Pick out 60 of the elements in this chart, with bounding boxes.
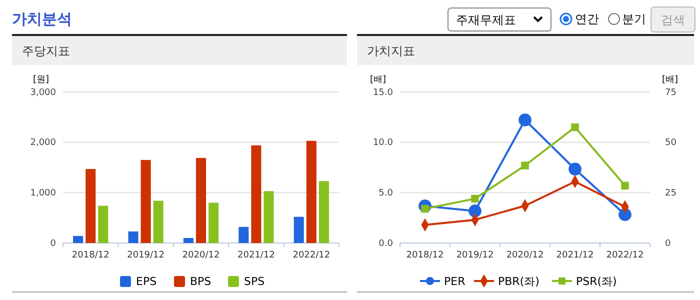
- bar: [183, 238, 194, 243]
- y-tick-label: 15.0: [372, 88, 394, 98]
- y-axis-title: [배]: [370, 75, 386, 85]
- bar: [86, 169, 96, 243]
- y-axis-title: [원]: [33, 75, 50, 85]
- bar: [73, 236, 84, 243]
- legend-label: PBR(좌): [498, 275, 540, 288]
- y-tick-label: 5.0: [378, 188, 394, 199]
- x-tick-label: 2022/12: [606, 250, 644, 260]
- legend-label: PSR(좌): [576, 275, 617, 288]
- bar: [98, 206, 108, 243]
- y2-tick-label: 75: [665, 88, 676, 98]
- x-tick-label: 2022/12: [292, 250, 330, 260]
- button: 검색: [650, 6, 696, 32]
- text: 분기: [622, 12, 646, 26]
- point: [521, 162, 529, 170]
- legend-label: BPS: [190, 275, 212, 288]
- text: 가치분석: [12, 10, 72, 28]
- bar: [306, 140, 316, 243]
- point: [571, 123, 579, 132]
- y-tick-label: 0: [50, 238, 56, 249]
- y2-tick-label: 50: [665, 138, 677, 148]
- bar: [294, 216, 304, 243]
- point: [621, 182, 629, 190]
- bar: [208, 202, 219, 243]
- bar: [318, 181, 329, 243]
- y-tick-label: 2,000: [30, 138, 56, 148]
- y2-axis-title: [배]: [662, 75, 678, 85]
- bar: [128, 231, 138, 243]
- chart-title: 가치지표: [367, 44, 415, 58]
- y2-tick-label: 0: [665, 238, 671, 249]
- point: [471, 194, 479, 203]
- y-tick-label: 0.0: [378, 238, 394, 249]
- legend-label: PER: [444, 275, 466, 288]
- legend-label: EPS: [136, 275, 157, 288]
- x-tick-label: 2018/12: [406, 250, 444, 260]
- x-tick-label: 2021/12: [238, 250, 275, 260]
- legend-label: SPS: [244, 275, 265, 288]
- point: [468, 204, 482, 218]
- x-tick-label: 2020/12: [182, 250, 220, 260]
- y-tick-label: 10.0: [372, 138, 394, 148]
- x-tick-label: 2019/12: [456, 250, 494, 260]
- x-tick-label: 2020/12: [506, 250, 544, 260]
- bar: [251, 145, 262, 243]
- point: [568, 162, 582, 176]
- x-tick-label: 2018/12: [72, 250, 110, 260]
- y-tick-label: 1,000: [30, 188, 56, 199]
- x-tick-label: 2019/12: [127, 250, 164, 260]
- bar: [153, 200, 164, 243]
- y-tick-label: 3,000: [30, 88, 56, 98]
- chart-title: 주당지표: [22, 44, 70, 58]
- bar: [238, 226, 249, 243]
- point: [518, 114, 532, 126]
- y2-tick-label: 25: [665, 188, 676, 199]
- dropdown: 주재무제표: [448, 8, 552, 32]
- bar: [196, 158, 206, 243]
- x-tick-label: 2021/12: [556, 250, 594, 260]
- text: 연간: [575, 12, 599, 26]
- bar: [140, 160, 151, 243]
- bar: [264, 191, 274, 243]
